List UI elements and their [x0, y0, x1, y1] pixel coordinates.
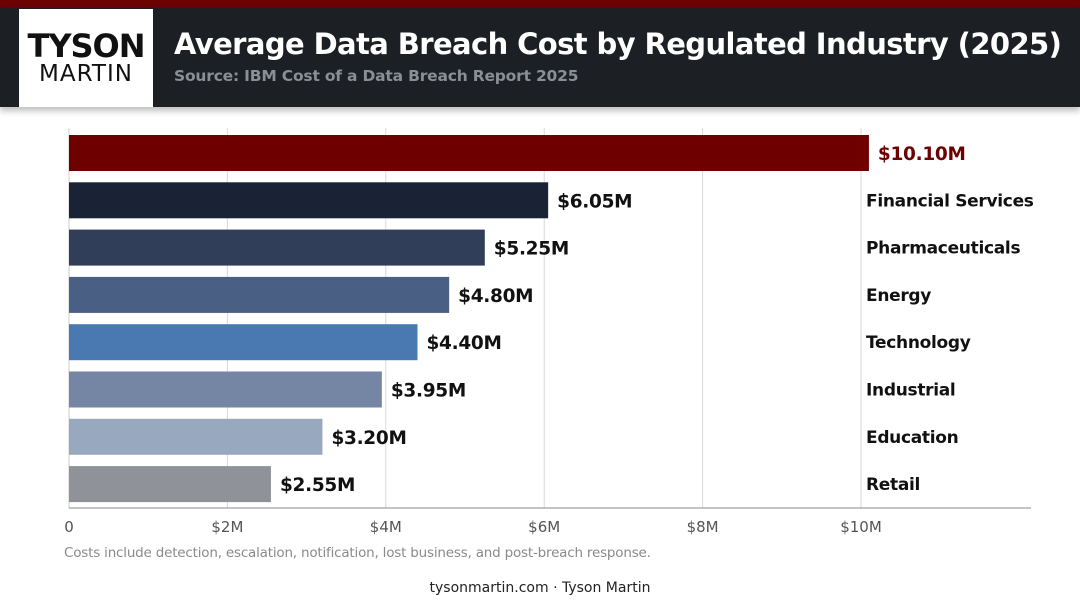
bar — [69, 182, 549, 219]
x-tick-label: $4M — [370, 518, 402, 536]
category-label: Industrial — [866, 381, 955, 401]
category-label: Retail — [866, 475, 920, 495]
category-label: Pharmaceuticals — [866, 239, 1020, 259]
value-label: $4.40M — [426, 333, 501, 354]
footnote: Costs include detection, escalation, not… — [64, 545, 651, 561]
bar — [69, 229, 485, 266]
x-tick-label: 0 — [64, 518, 74, 536]
brand-logo: TYSON MARTIN — [19, 9, 153, 107]
bar — [69, 276, 450, 313]
category-label: Energy — [866, 286, 931, 306]
x-tick-label: $2M — [211, 518, 243, 536]
header-bar: TYSON MARTIN Average Data Breach Cost by… — [0, 7, 1080, 107]
chart-subtitle: Source: IBM Cost of a Data Breach Report… — [174, 67, 579, 85]
category-label: Financial Services — [866, 191, 1034, 211]
logo-bottom-text: MARTIN — [39, 60, 133, 87]
credit-line: tysonmartin.com · Tyson Martin — [429, 580, 651, 596]
category-label: Education — [866, 428, 958, 448]
bar — [69, 324, 418, 361]
value-label: $3.20M — [331, 428, 406, 449]
value-label: $6.05M — [557, 191, 632, 212]
value-label: $10.10M — [878, 144, 966, 165]
value-label: $5.25M — [494, 239, 569, 260]
category-label: Technology — [866, 333, 971, 353]
x-tick-label: $10M — [840, 518, 882, 536]
x-tick-label: $8M — [687, 518, 719, 536]
top-accent-line — [0, 0, 1080, 7]
value-label: $3.95M — [391, 381, 466, 402]
bar — [69, 371, 382, 408]
bar — [69, 135, 869, 171]
chart-title: Average Data Breach Cost by Regulated In… — [174, 27, 1062, 61]
bar — [69, 466, 271, 503]
value-label: $2.55M — [280, 475, 355, 496]
bar — [69, 418, 323, 455]
x-tick-label: $6M — [528, 518, 560, 536]
logo-top-text: TYSON — [27, 26, 145, 65]
value-label: $4.80M — [458, 286, 533, 307]
